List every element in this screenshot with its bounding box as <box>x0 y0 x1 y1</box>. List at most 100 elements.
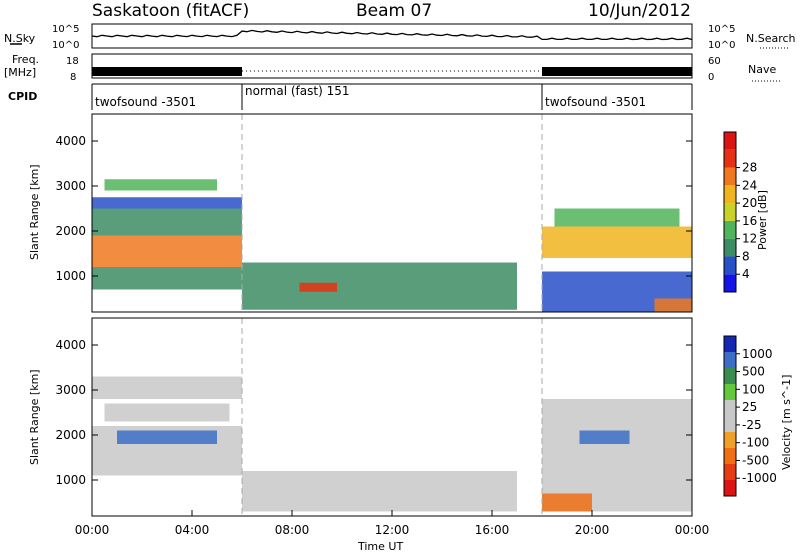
heatmap-band-4 <box>92 267 242 290</box>
colorbar-tick-label: -25 <box>742 418 762 432</box>
colorbar-segment <box>724 400 736 416</box>
colorbar-segment <box>724 368 736 384</box>
station-title: Saskatoon (fitACF) <box>92 1 249 21</box>
x-tick-label: 16:00 <box>475 523 510 537</box>
y-tick-label: 3000 <box>55 179 86 193</box>
cpid-row: CPID twofsound -3501 normal (fast) 151 t… <box>8 83 693 110</box>
time-x-axis: 00:00 04:00 08:00 12:00 16:00 20:00 00:00 <box>75 510 710 537</box>
nsky-trace <box>91 29 693 41</box>
freq-panel: Freq. [MHz] 18 8 60 0 Nave <box>4 53 780 83</box>
y-tick-label: 2000 <box>55 224 86 238</box>
y-tick-label: 2000 <box>55 428 86 442</box>
colorbar-segment <box>724 448 736 464</box>
nave-tick-bottom: 0 <box>708 72 714 83</box>
colorbar-frame <box>723 131 737 293</box>
power-panel: Slant Range [km] 1000 2000 3000 4000 4 8 12 16… <box>28 113 769 313</box>
colorbar-segment <box>724 238 736 257</box>
nsky-label: N.Sky <box>4 32 36 45</box>
colorbar-segment <box>724 185 736 204</box>
nsky-tick-top: 10^5 <box>52 24 79 35</box>
heatmap-band-5 <box>542 399 692 512</box>
y-tick-label: 4000 <box>55 134 86 148</box>
colorbar-tick-label: -100 <box>742 436 769 450</box>
nsky-tick-bottom: 10^0 <box>52 40 79 51</box>
power-colorbar: 4 8 12 16 20 24 28 <box>723 131 757 293</box>
time-xlabel: Time UT <box>357 540 403 553</box>
heatmap-band-4 <box>242 471 517 512</box>
colorbar-tick-label: 28 <box>742 161 757 175</box>
y-tick-label: 1000 <box>55 473 86 487</box>
heatmap-band-1 <box>117 430 217 444</box>
colorbar-tick-label: 16 <box>742 214 757 228</box>
nave-tick-top: 60 <box>708 56 721 67</box>
x-tick-label: 08:00 <box>275 523 310 537</box>
freq-tick-top: 18 <box>66 56 79 67</box>
heatmap-band-3 <box>104 179 217 191</box>
colorbar-segment <box>724 167 736 186</box>
colorbar-segment <box>724 416 736 432</box>
colorbar-segment <box>724 220 736 239</box>
colorbar-tick-label: 500 <box>742 365 765 379</box>
x-tick-label: 12:00 <box>375 523 410 537</box>
freq-label: Freq. <box>12 53 39 66</box>
colorbar-segment <box>724 432 736 448</box>
heatmap-band-2 <box>104 403 230 422</box>
x-tick-label: 04:00 <box>175 523 210 537</box>
colorbar-tick-label: 1000 <box>742 347 773 361</box>
colorbar-tick-label: 100 <box>742 382 765 396</box>
colorbar-tick-label: -1000 <box>742 471 777 485</box>
freq-block-twofsound-2 <box>542 67 692 76</box>
heatmap-band-2 <box>92 197 242 209</box>
colorbar-segment <box>724 203 736 221</box>
power-heatmap <box>92 114 692 312</box>
colorbar-tick-label: 20 <box>742 196 757 210</box>
x-tick-label: 00:00 <box>75 523 110 537</box>
x-tick-label: 20:00 <box>575 523 610 537</box>
heatmap-band-1 <box>92 208 242 236</box>
cpid-segment-1: twofsound -3501 <box>95 95 196 109</box>
heatmap-band-7 <box>542 226 692 258</box>
nsearch-label: N.Search <box>746 32 796 45</box>
heatmap-band-5 <box>242 262 517 310</box>
colorbar-segment <box>724 336 736 352</box>
freq-unit-label: [MHz] <box>4 66 36 79</box>
y-tick-label: 4000 <box>55 338 86 352</box>
colorbar-segment <box>724 149 736 168</box>
colorbar-frame <box>723 335 737 497</box>
colorbar-tick-label: 24 <box>742 178 757 192</box>
velocity-ylabel: Slant Range [km] <box>28 369 41 465</box>
colorbar-tick-label: 12 <box>742 232 757 246</box>
power-frame <box>91 113 693 313</box>
velocity-colorbar-label: Velocity [m s^-1] <box>780 375 793 470</box>
velocity-colorbar: 1000 500 100 25 -25 -100 -500 -1000 <box>723 335 777 497</box>
freq-block-twofsound-1 <box>92 67 242 76</box>
nsearch-tick-top: 10^5 <box>708 24 735 35</box>
beam-title: Beam 07 <box>356 1 432 21</box>
freq-tick-bottom: 8 <box>70 72 76 83</box>
freq-frame <box>91 53 693 79</box>
velocity-panel: Slant Range [km] 1000 2000 3000 4000 1000 50… <box>28 317 793 517</box>
heatmap-band-7 <box>542 493 592 512</box>
heatmap-band-8 <box>554 208 680 227</box>
colorbar-tick-label: -500 <box>742 453 769 467</box>
x-tick-label: 00:00 <box>675 523 710 537</box>
heatmap-band-6 <box>299 282 337 292</box>
cpid-segment-3: twofsound -3501 <box>545 95 646 109</box>
nsearch-tick-bottom: 10^0 <box>708 40 735 51</box>
heatmap-band-10 <box>654 298 692 312</box>
y-tick-label: 3000 <box>55 383 86 397</box>
velocity-y-axis: 1000 2000 3000 4000 <box>55 338 692 487</box>
power-y-axis: 1000 2000 3000 4000 <box>55 134 692 283</box>
date-title: 10/Jun/2012 <box>588 1 691 21</box>
colorbar-segment <box>724 384 736 400</box>
velocity-heatmap <box>92 318 692 516</box>
power-ylabel: Slant Range [km] <box>28 164 41 260</box>
colorbar-tick-label: 25 <box>742 400 757 414</box>
colorbar-segment <box>724 256 736 275</box>
cpid-segment-2: normal (fast) 151 <box>245 84 349 98</box>
colorbar-segment <box>724 480 736 496</box>
colorbar-segment <box>724 274 736 292</box>
heatmap-band-0 <box>92 235 242 267</box>
colorbar-segment <box>724 464 736 480</box>
